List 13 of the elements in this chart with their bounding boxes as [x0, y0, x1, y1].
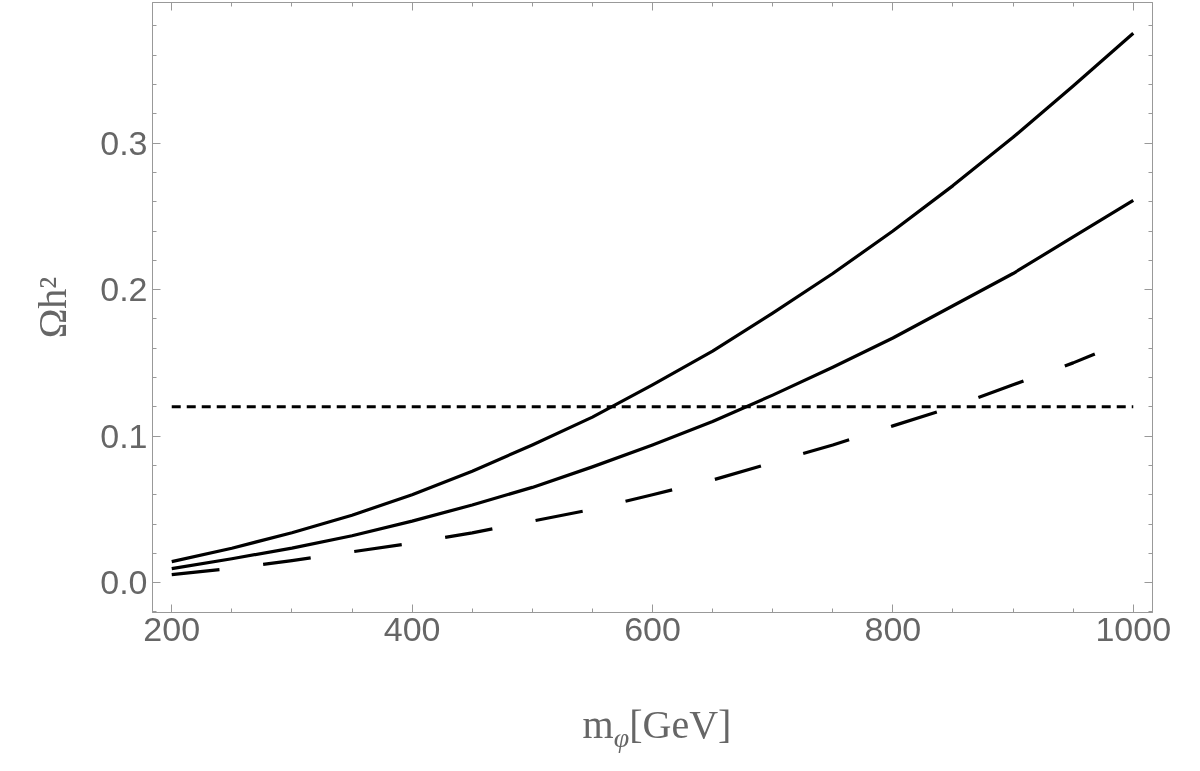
y-axis-title: Ωh²	[30, 276, 76, 339]
x-tick-label: 800	[864, 609, 922, 648]
x-tick-label: 1000	[1095, 609, 1172, 648]
y-tick-label: 0.0	[100, 563, 148, 602]
y-tick-label: 0.3	[100, 123, 148, 162]
x-tick-label: 400	[383, 609, 441, 648]
y-tick-label: 0.2	[100, 270, 148, 309]
x-tick-label: 200	[143, 609, 201, 648]
x-axis-title: m$_{φ}$[GeV]	[581, 701, 733, 755]
x-tick-label: 600	[624, 609, 681, 648]
line-series	[170, 31, 1135, 564]
y-tick-label: 0.1	[100, 416, 148, 455]
line-series	[170, 198, 1135, 571]
